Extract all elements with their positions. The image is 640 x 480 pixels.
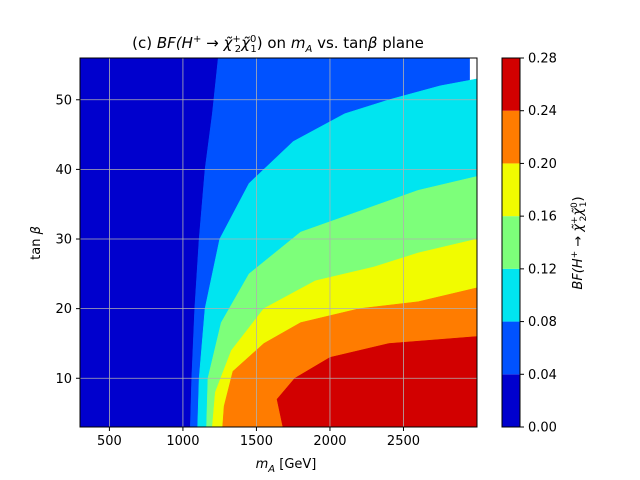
colorbar-label: BF(H+ → χ̃+2χ̃01) bbox=[570, 196, 589, 289]
y-tick-label: 50 bbox=[55, 93, 72, 108]
contour-regions bbox=[80, 58, 477, 427]
colorbar-segment bbox=[502, 58, 520, 111]
y-tick-label: 40 bbox=[55, 163, 72, 178]
colorbar-tick-label: 0.08 bbox=[528, 315, 557, 330]
plot-frame bbox=[79, 57, 478, 428]
colorbar-tick-label: 0.28 bbox=[528, 52, 557, 67]
colorbar-segment bbox=[502, 163, 520, 217]
y-axis-label: tan β bbox=[29, 226, 44, 260]
colorbar-tick-label: 0.24 bbox=[528, 104, 557, 119]
chart-title: (c) BF(H+ → χ̃+ 2χ̃0 1) on mA vs. tanβ pla… bbox=[132, 34, 424, 55]
colorbar-segment bbox=[502, 321, 520, 375]
colorbar-frame bbox=[501, 57, 521, 428]
colorbar-segment bbox=[502, 216, 520, 269]
colorbar-segment bbox=[502, 268, 520, 322]
colorbar-segment bbox=[502, 374, 520, 427]
colorbar-segment bbox=[502, 110, 520, 164]
x-tick-label: 2000 bbox=[313, 434, 346, 449]
y-tick-label: 10 bbox=[55, 372, 72, 387]
colorbar-tick-label: 0.12 bbox=[528, 262, 557, 277]
x-tick-label: 500 bbox=[97, 434, 122, 449]
y-tick-label: 30 bbox=[55, 233, 72, 248]
colorbar-tick-label: 0.00 bbox=[528, 421, 557, 436]
x-tick-label: 1500 bbox=[240, 434, 273, 449]
colorbar-tick-label: 0.20 bbox=[528, 157, 557, 172]
colorbar bbox=[502, 58, 520, 427]
colorbar-tick-label: 0.16 bbox=[528, 210, 557, 225]
colorbar-tick-label: 0.04 bbox=[528, 368, 557, 383]
grid-lines bbox=[80, 58, 477, 427]
contour-region-0.24-0.28 bbox=[276, 336, 477, 427]
x-axis-label: mA [GeV] bbox=[256, 457, 317, 475]
colorbar-ticks: 0.00 0.04 0.08 0.12 0.16 0.20 0.24 0.28 bbox=[520, 52, 557, 436]
y-tick-label: 20 bbox=[55, 302, 72, 317]
x-tick-label: 2500 bbox=[387, 434, 420, 449]
x-axis-ticks: 500 1000 1500 2000 2500 bbox=[97, 427, 420, 449]
x-tick-label: 1000 bbox=[166, 434, 199, 449]
y-axis-ticks: 10 20 30 40 50 bbox=[55, 93, 80, 387]
